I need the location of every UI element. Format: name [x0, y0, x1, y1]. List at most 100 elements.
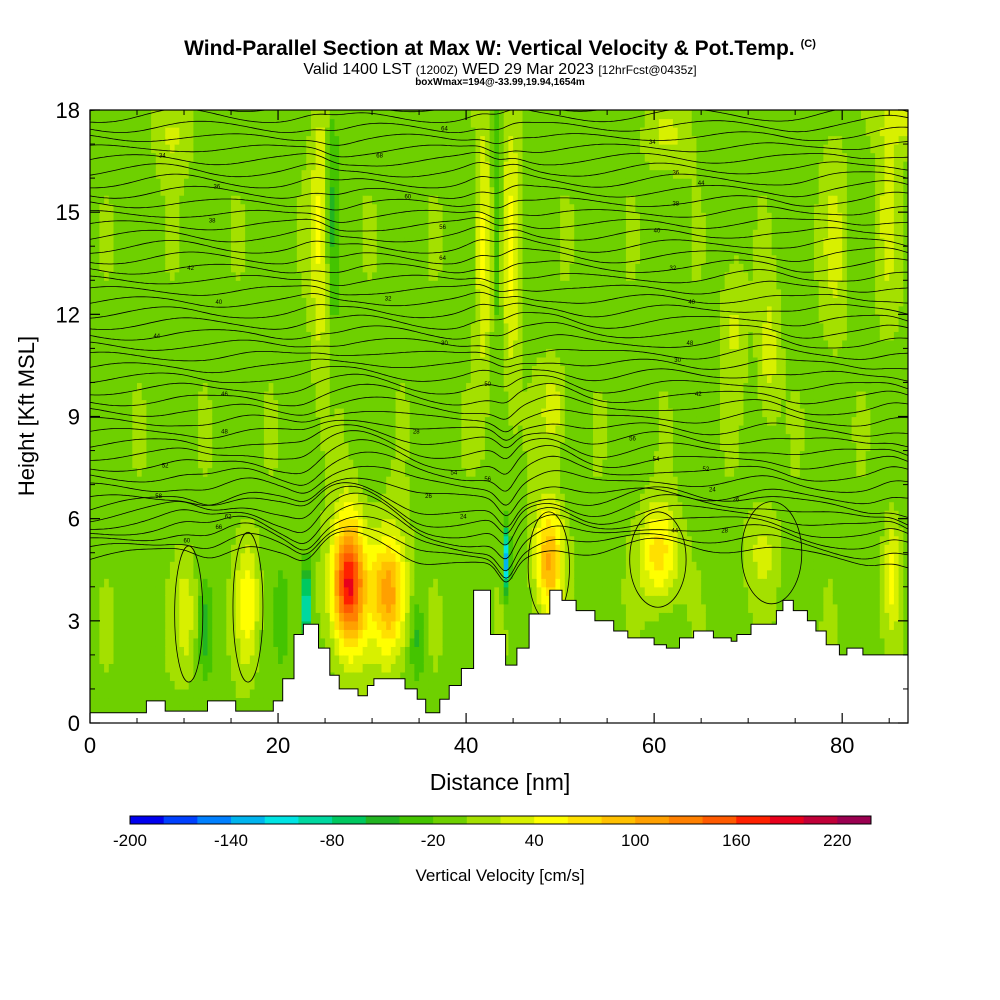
velocity-cell [325, 535, 331, 545]
velocity-cell [193, 510, 199, 520]
velocity-cell [357, 314, 364, 324]
velocity-cell [226, 305, 232, 315]
velocity-cell [306, 118, 312, 128]
velocity-cell [343, 671, 350, 682]
velocity-cell [146, 135, 152, 145]
velocity-cell [292, 433, 298, 443]
velocity-cell [362, 322, 368, 332]
velocity-cell [188, 680, 195, 690]
velocity-cell [132, 390, 138, 401]
velocity-cell [127, 433, 133, 443]
velocity-cell [404, 620, 411, 630]
velocity-cell [104, 433, 110, 443]
velocity-cell [108, 144, 115, 154]
velocity-cell [353, 229, 359, 239]
velocity-cell [329, 493, 336, 503]
velocity-cell [160, 416, 166, 426]
velocity-cell [334, 433, 340, 443]
velocity-cell [329, 144, 336, 154]
velocity-cell [99, 629, 105, 639]
velocity-cell [141, 152, 148, 162]
velocity-cell [127, 407, 133, 418]
velocity-cell [193, 186, 199, 196]
velocity-cell [179, 501, 185, 511]
velocity-cell [296, 280, 303, 290]
velocity-cell [146, 450, 152, 460]
velocity-cell [348, 305, 354, 315]
velocity-cell [198, 586, 204, 596]
velocity-cell [202, 263, 209, 273]
velocity-cell [235, 595, 242, 605]
velocity-cell [221, 220, 227, 230]
velocity-cell [113, 110, 119, 120]
velocity-cell [245, 365, 251, 375]
velocity-cell [240, 356, 246, 367]
velocity-cell [282, 467, 289, 477]
velocity-cell [202, 612, 209, 622]
velocity-cell [151, 152, 157, 162]
velocity-cell [193, 680, 199, 690]
velocity-cell [249, 203, 256, 213]
velocity-cell [301, 135, 307, 145]
velocity-cell [146, 288, 152, 298]
velocity-cell [212, 280, 218, 290]
velocity-cell [174, 144, 180, 154]
velocity-cell [263, 178, 270, 188]
velocity-cell [404, 603, 411, 613]
velocity-cell [160, 229, 166, 239]
velocity-cell [390, 603, 397, 613]
velocity-cell [198, 195, 204, 205]
velocity-cell [409, 544, 415, 554]
velocity-cell [198, 331, 204, 341]
velocity-cell [367, 603, 373, 613]
velocity-cell [339, 144, 345, 154]
velocity-cell [263, 246, 270, 256]
velocity-cell [207, 527, 213, 537]
velocity-cell [381, 510, 387, 520]
velocity-cell [301, 416, 307, 426]
velocity-cell [104, 110, 110, 120]
velocity-cell [155, 110, 162, 120]
velocity-cell [292, 127, 298, 137]
velocity-cell [207, 305, 213, 315]
velocity-cell [174, 654, 180, 664]
velocity-cell [339, 339, 345, 349]
velocity-cell [339, 322, 345, 332]
velocity-cell [362, 195, 368, 205]
velocity-cell [226, 229, 232, 239]
velocity-cell [245, 484, 251, 494]
velocity-cell [174, 697, 180, 707]
velocity-cell [146, 254, 152, 264]
velocity-cell [212, 518, 218, 528]
velocity-cell [353, 612, 359, 622]
velocity-cell [315, 178, 321, 188]
velocity-cell [132, 527, 138, 537]
velocity-cell [155, 144, 162, 154]
velocity-cell [367, 646, 373, 656]
velocity-cell [329, 629, 336, 639]
velocity-cell [362, 212, 368, 222]
velocity-cell [113, 629, 119, 639]
velocity-cell [226, 467, 232, 477]
velocity-cell [94, 110, 100, 120]
velocity-cell [99, 442, 105, 452]
velocity-cell [198, 348, 204, 358]
velocity-cell [287, 331, 293, 341]
velocity-cell [376, 229, 383, 239]
velocity-cell [151, 578, 157, 588]
velocity-cell [226, 416, 232, 426]
velocity-cell [202, 271, 209, 281]
velocity-cell [240, 425, 246, 435]
velocity-cell [386, 237, 392, 247]
velocity-cell [339, 544, 345, 554]
velocity-cell [301, 203, 307, 213]
velocity-cell [94, 212, 100, 222]
velocity-cell [259, 407, 265, 418]
velocity-cell [127, 620, 133, 630]
velocity-cell [94, 501, 100, 511]
velocity-cell [339, 629, 345, 639]
velocity-cell [179, 459, 185, 469]
velocity-cell [226, 212, 232, 222]
velocity-cell [414, 629, 420, 639]
velocity-cell [137, 373, 143, 384]
